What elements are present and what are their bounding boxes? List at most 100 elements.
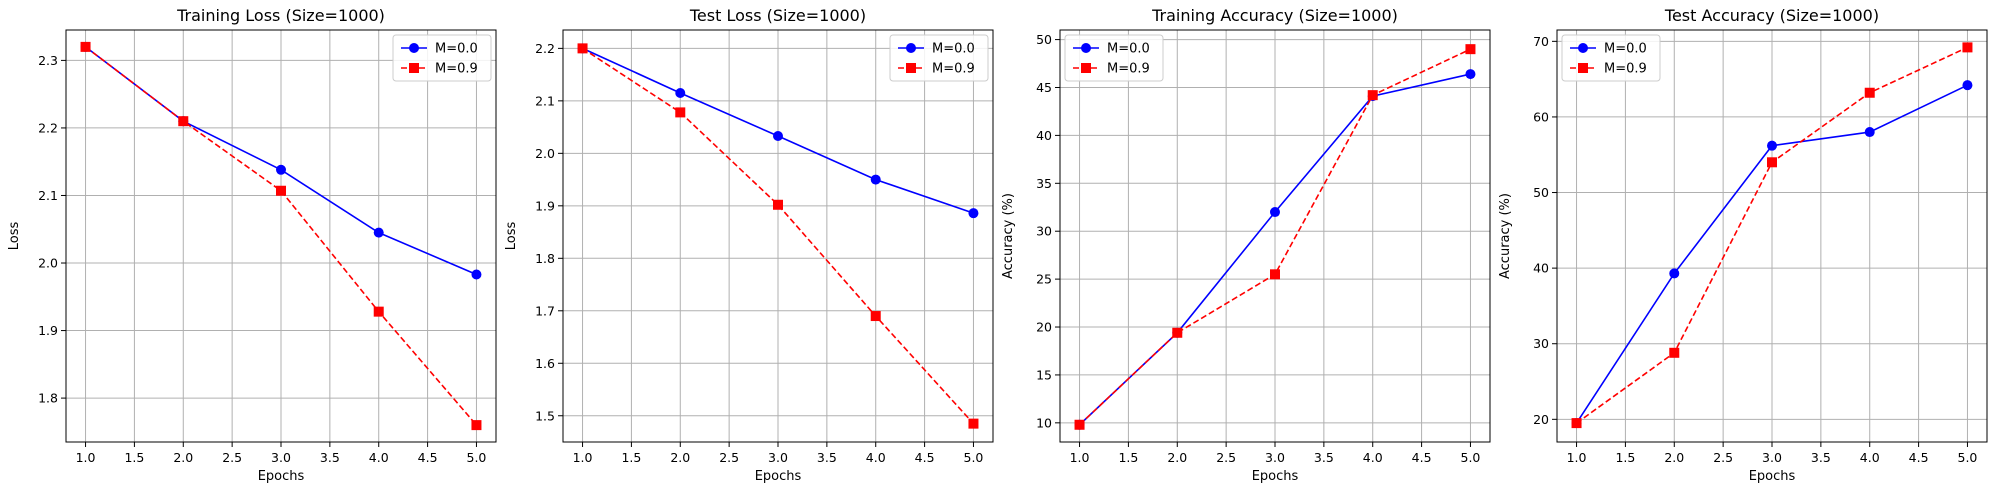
series-line-2 bbox=[85, 46, 478, 426]
legend-label-1: M=0.0 bbox=[1604, 42, 1647, 57]
data-point bbox=[1571, 418, 1582, 429]
y-tick-label: 1.7 bbox=[535, 303, 555, 318]
axes-frame bbox=[1556, 29, 1988, 443]
x-axis-label: Epochs bbox=[1252, 469, 1299, 484]
data-point bbox=[968, 208, 979, 219]
data-point bbox=[773, 199, 783, 210]
data-point bbox=[1270, 269, 1280, 280]
x-tick-label: 3.5 bbox=[1811, 450, 1831, 465]
chart-panel-3: 1.0 1.5 2.0 2.5 3.0 3.5 4.0 4.5 5.0 10 15 20 25 30 35 4… bbox=[1001, 6, 1491, 484]
x-tick-label: 4.5 bbox=[915, 450, 935, 465]
x-tick-label: 2.0 bbox=[1167, 450, 1187, 465]
chart-title: Training Loss (Size=1000) bbox=[176, 6, 385, 25]
x-tick-label: 4.5 bbox=[418, 450, 438, 465]
data-point bbox=[1270, 207, 1280, 218]
data-point bbox=[373, 227, 384, 238]
x-tick-label: 1.0 bbox=[573, 450, 593, 465]
data-point bbox=[675, 87, 686, 98]
y-tick-label: 2.2 bbox=[38, 120, 58, 135]
y-tick-label: 10 bbox=[1036, 415, 1052, 430]
legend-marker-1 bbox=[906, 43, 916, 53]
x-tick-label: 3.0 bbox=[271, 450, 291, 465]
y-tick-label: 1.8 bbox=[38, 391, 58, 406]
legend-marker-2 bbox=[1081, 63, 1091, 73]
legend: M=0.0 M=0.9 bbox=[1561, 34, 1661, 82]
y-tick-label: 2.2 bbox=[535, 41, 555, 56]
data-point bbox=[178, 116, 189, 127]
y-axis-label: Loss bbox=[7, 222, 22, 251]
legend-marker-2 bbox=[1578, 63, 1588, 73]
series-line-2 bbox=[582, 47, 975, 425]
chart-title: Training Accuracy (Size=1000) bbox=[1151, 6, 1398, 25]
x-tick-label: 4.0 bbox=[1860, 450, 1880, 465]
x-tick-label: 4.0 bbox=[1363, 450, 1383, 465]
data-point bbox=[1767, 157, 1777, 168]
x-tick-label: 3.0 bbox=[1265, 450, 1285, 465]
legend-label-1: M=0.0 bbox=[932, 42, 975, 57]
x-tick-label: 5.0 bbox=[1461, 450, 1481, 465]
x-tick-label: 1.0 bbox=[76, 450, 96, 465]
x-tick-label: 5.0 bbox=[964, 450, 984, 465]
x-tick-label: 3.0 bbox=[1762, 450, 1782, 465]
x-tick-label: 2.0 bbox=[1664, 450, 1684, 465]
x-tick-label: 2.5 bbox=[719, 450, 739, 465]
legend-marker-2 bbox=[409, 63, 419, 73]
x-tick-label: 3.5 bbox=[320, 450, 340, 465]
x-tick-label: 4.0 bbox=[866, 450, 886, 465]
data-point bbox=[80, 41, 91, 52]
legend: M=0.0 M=0.9 bbox=[1064, 34, 1164, 82]
y-axis-label: Accuracy (%) bbox=[1001, 193, 1016, 279]
legend: M=0.0 M=0.9 bbox=[889, 34, 989, 82]
y-tick-label: 30 bbox=[1036, 224, 1052, 239]
data-point bbox=[373, 306, 384, 317]
y-tick-label: 20 bbox=[1036, 320, 1052, 335]
y-tick-label: 50 bbox=[1036, 32, 1052, 47]
y-tick-label: 2.3 bbox=[38, 53, 58, 68]
y-axis-label: Loss bbox=[504, 222, 519, 251]
data-point bbox=[870, 311, 881, 322]
x-tick-label: 2.0 bbox=[173, 450, 193, 465]
data-point bbox=[1465, 69, 1476, 80]
y-tick-label: 2.0 bbox=[535, 146, 555, 161]
data-point bbox=[675, 107, 686, 118]
x-tick-label: 2.0 bbox=[670, 450, 690, 465]
data-point bbox=[773, 131, 783, 142]
data-point bbox=[1172, 327, 1183, 338]
data-point bbox=[1074, 419, 1085, 430]
data-point bbox=[1767, 140, 1777, 151]
data-point bbox=[1864, 87, 1875, 98]
x-tick-label: 3.0 bbox=[768, 450, 788, 465]
data-point bbox=[1669, 268, 1680, 279]
data-point bbox=[1962, 42, 1973, 53]
x-tick-label: 1.0 bbox=[1070, 450, 1090, 465]
chart-title: Test Accuracy (Size=1000) bbox=[1664, 6, 1879, 25]
y-tick-label: 40 bbox=[1533, 261, 1549, 276]
y-tick-label: 70 bbox=[1533, 34, 1549, 49]
grid-lines bbox=[1060, 30, 1490, 442]
y-tick-label: 45 bbox=[1036, 80, 1052, 95]
legend-marker-1 bbox=[409, 43, 419, 53]
x-tick-label: 1.5 bbox=[1615, 450, 1635, 465]
x-tick-label: 3.5 bbox=[817, 450, 837, 465]
y-tick-label: 15 bbox=[1036, 367, 1052, 382]
legend-marker-1 bbox=[1081, 43, 1091, 53]
x-tick-label: 4.0 bbox=[369, 450, 389, 465]
grid-lines bbox=[1557, 30, 1987, 442]
grid-lines bbox=[66, 30, 496, 442]
chart-panel-1: 1.0 1.5 2.0 2.5 3.0 3.5 4.0 4.5 5.0 1.8 1.9 2.0 2.1 2… bbox=[7, 6, 497, 484]
y-tick-label: 1.8 bbox=[535, 251, 555, 266]
legend-marker-1 bbox=[1578, 43, 1588, 53]
data-point bbox=[276, 185, 286, 196]
y-tick-label: 1.9 bbox=[38, 323, 58, 338]
y-tick-label: 1.9 bbox=[535, 198, 555, 213]
chart-title: Test Loss (Size=1000) bbox=[689, 6, 866, 25]
axes-frame bbox=[65, 29, 497, 443]
legend-label-2: M=0.9 bbox=[1604, 62, 1647, 77]
x-tick-label: 1.0 bbox=[1567, 450, 1587, 465]
chart-panel-2: 1.0 1.5 2.0 2.5 3.0 3.5 4.0 4.5 5.0 1.5 1.6 1.7 1.8 1… bbox=[504, 6, 994, 484]
legend-label-2: M=0.9 bbox=[932, 62, 975, 77]
x-tick-label: 4.5 bbox=[1412, 450, 1432, 465]
x-tick-label: 5.0 bbox=[1958, 450, 1978, 465]
